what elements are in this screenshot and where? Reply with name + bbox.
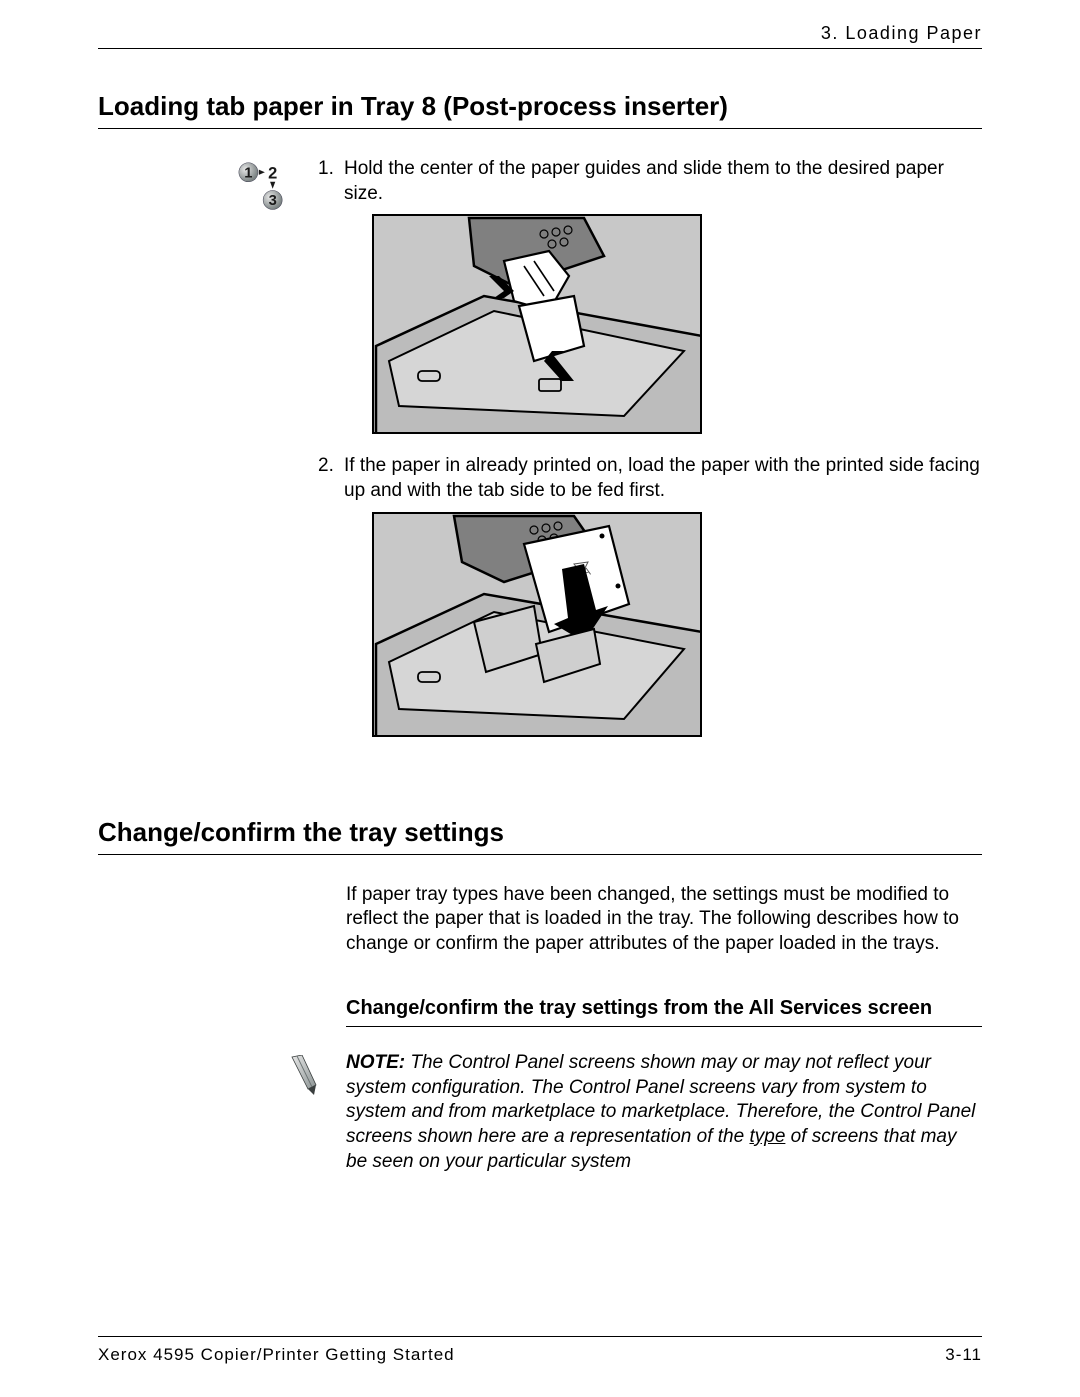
footer-rule xyxy=(98,1336,982,1337)
chapter-label: 3. Loading Paper xyxy=(821,23,982,44)
top-rule: 3. Loading Paper xyxy=(98,48,982,49)
note-label: NOTE: xyxy=(346,1052,405,1073)
note-text: NOTE: The Control Panel screens shown ma… xyxy=(346,1051,982,1174)
step-1-number: 1. xyxy=(318,157,344,206)
svg-text:1: 1 xyxy=(244,165,252,181)
svg-text:2: 2 xyxy=(268,164,277,182)
step-1: 1. Hold the center of the paper guides a… xyxy=(318,157,982,206)
note-icon-column xyxy=(98,1051,346,1174)
note-underlined: type xyxy=(749,1126,785,1147)
note-block: NOTE: The Control Panel screens shown ma… xyxy=(98,1051,982,1174)
pencil-note-icon xyxy=(286,1055,320,1097)
heading-all-services: Change/confirm the tray settings from th… xyxy=(346,997,982,1027)
step-2-number: 2. xyxy=(318,454,344,503)
steps-content: 1. Hold the center of the paper guides a… xyxy=(318,157,982,757)
illustration-paper-guides xyxy=(372,214,702,434)
heading-change-confirm: Change/confirm the tray settings xyxy=(98,817,982,855)
footer-right: 3-11 xyxy=(945,1345,982,1365)
step-2-text: If the paper in already printed on, load… xyxy=(344,454,982,503)
intro-paragraph: If paper tray types have been changed, t… xyxy=(346,883,982,957)
footer-left: Xerox 4595 Copier/Printer Getting Starte… xyxy=(98,1345,455,1365)
steps-section: 1 2 3 1. Hold the center of the paper gu… xyxy=(98,157,982,757)
step-1-text: Hold the center of the paper guides and … xyxy=(344,157,982,206)
step-2: 2. If the paper in already printed on, l… xyxy=(318,454,982,503)
heading-loading-tab-paper: Loading tab paper in Tray 8 (Post-proces… xyxy=(98,91,982,129)
numbered-steps-icon: 1 2 3 xyxy=(238,157,290,217)
illustration-load-paper: A xyxy=(372,512,702,737)
steps-icon-column: 1 2 3 xyxy=(98,157,318,757)
svg-text:3: 3 xyxy=(269,193,277,209)
document-page: 3. Loading Paper Loading tab paper in Tr… xyxy=(0,0,1080,1397)
